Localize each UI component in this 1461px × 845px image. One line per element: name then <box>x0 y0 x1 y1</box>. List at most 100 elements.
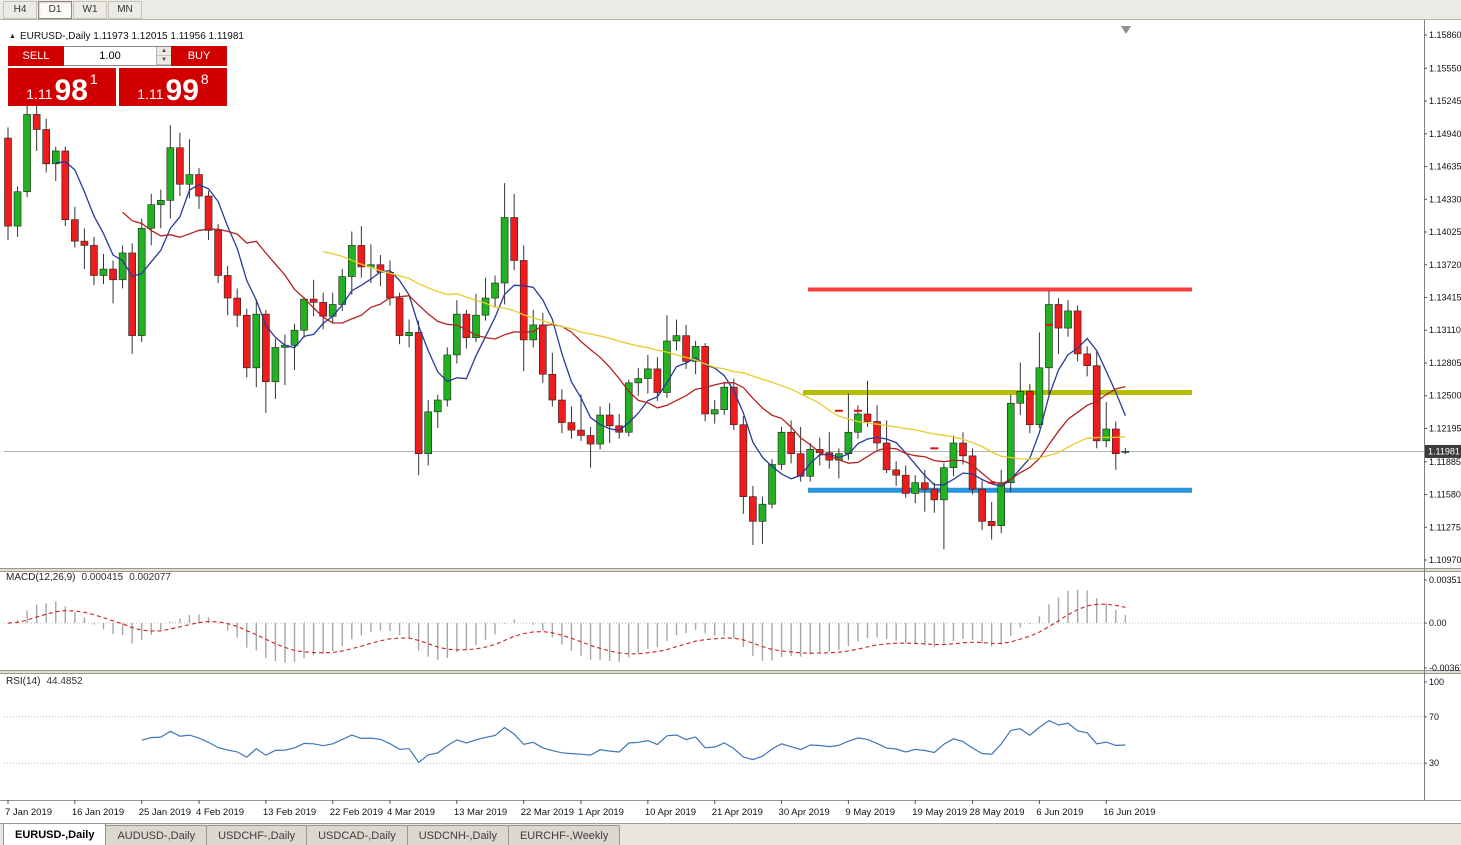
macd-signal-line <box>7 603 1126 655</box>
time-axis[interactable]: 7 Jan 2019 16 Jan 2019 25 Jan 2019 4 Feb 20… <box>5 800 1156 818</box>
candle-up <box>1064 310 1072 329</box>
macd-label: MACD(12,26,9) 0.000415 0.002077 <box>6 572 171 583</box>
candle-up <box>252 313 261 369</box>
price-tick-label: 1.14635 <box>1429 162 1461 172</box>
candle-up <box>997 482 1006 526</box>
price-tick-label: 1.11580 <box>1429 490 1461 500</box>
candle-down <box>863 413 872 422</box>
candle-up <box>185 174 194 185</box>
date-label: 13 Mar 2019 <box>454 807 507 818</box>
timeframe-button-d1[interactable]: D1 <box>38 0 72 19</box>
candle-down <box>223 275 232 299</box>
date-label: 16 Jun 2019 <box>1103 807 1155 818</box>
candle-down <box>930 488 939 501</box>
candle-down <box>882 442 891 471</box>
buy-price-big: 99 <box>165 73 199 107</box>
chart-tab-usdcad-daily[interactable]: USDCAD-,Daily <box>306 825 408 845</box>
ma-line-13 <box>122 211 1126 486</box>
date-label: 6 Jun 2019 <box>1036 807 1083 818</box>
candle-up <box>99 268 108 276</box>
chart-tab-usdcnh-daily[interactable]: USDCNH-,Daily <box>406 825 509 845</box>
candle-down <box>309 298 318 303</box>
panel-separator[interactable] <box>0 670 1461 674</box>
date-label: 7 Jan 2019 <box>5 807 52 818</box>
oneclick-collapse-icon[interactable]: ▲ <box>9 33 16 40</box>
chart-canvas[interactable]: 1.15860 1.15550 1.15245 1.14940 1.14635 1.143… <box>0 20 1461 823</box>
date-label: 4 Mar 2019 <box>387 807 435 818</box>
candle-up <box>51 150 60 165</box>
candle-down <box>357 245 366 268</box>
candle-down <box>978 488 986 522</box>
candle-down <box>109 268 117 281</box>
candle-down <box>796 453 805 477</box>
candle-up <box>624 382 633 433</box>
candle-down <box>739 424 748 497</box>
rsi-name: RSI(14) <box>6 676 41 687</box>
macd-value-main: 0.000415 <box>81 572 124 583</box>
candle-down <box>414 332 423 455</box>
chart-tab-eurchf-weekly[interactable]: EURCHF-,Weekly <box>507 825 621 845</box>
candle-down <box>1112 428 1120 455</box>
rsi-tick-label: 30 <box>1429 758 1439 768</box>
macd-value-signal: 0.002077 <box>129 572 171 583</box>
price-axis[interactable]: 1.15860 1.15550 1.15245 1.14940 1.14635 1.143… <box>1424 30 1461 565</box>
candle-up <box>147 204 156 229</box>
timeframe-button-mn[interactable]: MN <box>108 0 142 19</box>
candle-down <box>519 260 528 341</box>
candle-down <box>729 386 738 426</box>
panel-separator[interactable] <box>0 568 1461 572</box>
candle-up <box>472 314 480 339</box>
candle-up <box>911 482 920 494</box>
candle-down <box>653 368 662 393</box>
price-tick-label: 1.14025 <box>1429 227 1461 237</box>
timeframe-button-w1[interactable]: W1 <box>73 0 107 19</box>
candle-up <box>481 297 490 316</box>
chart-title: ▲ EURUSD-,Daily 1.11973 1.12015 1.11956 … <box>9 31 244 42</box>
chart-title-text: EURUSD-,Daily 1.11973 1.12015 1.11956 1.… <box>19 31 244 42</box>
candle-up <box>1035 367 1044 426</box>
candle-up <box>596 414 604 445</box>
candle-up <box>491 282 499 299</box>
candle-up <box>1006 402 1015 483</box>
candles-layer <box>4 103 1130 550</box>
candle-down <box>968 455 977 490</box>
sell-price-button[interactable]: 1.11 98 1 <box>8 68 116 106</box>
candle-up <box>271 347 280 383</box>
candle-down <box>128 252 136 336</box>
sell-button[interactable]: SELL <box>8 46 64 66</box>
volume-input[interactable] <box>64 47 156 65</box>
candle-down <box>4 137 12 227</box>
candle-down <box>32 114 41 130</box>
candle-up <box>1121 451 1130 453</box>
chart-tab-usdchf-daily[interactable]: USDCHF-,Daily <box>206 825 308 845</box>
candle-down <box>987 521 996 526</box>
candle-down <box>558 399 566 423</box>
buy-price-button[interactable]: 1.11 99 8 <box>119 68 227 106</box>
candle-down <box>615 425 624 433</box>
date-label: 22 Feb 2019 <box>330 807 383 818</box>
current-price-tag-text: 1.11981 <box>1428 446 1460 456</box>
candle-down <box>586 435 595 445</box>
candle-down <box>510 217 518 261</box>
candle-down <box>749 496 757 522</box>
volume-up-icon[interactable]: ▲ <box>157 47 171 56</box>
candle-down <box>242 314 251 369</box>
timeframe-button-h4[interactable]: H4 <box>3 0 37 19</box>
volume-down-icon[interactable]: ▼ <box>157 56 171 65</box>
candle-down <box>233 297 241 316</box>
candle-up <box>137 227 146 336</box>
candle-down <box>682 335 690 362</box>
candle-up <box>710 409 719 415</box>
chart-shift-marker-icon[interactable] <box>1121 26 1131 34</box>
candle-up <box>672 335 681 342</box>
price-tick-label: 1.13720 <box>1429 260 1461 270</box>
chart-tab-audusd-daily[interactable]: AUDUSD-,Daily <box>105 825 208 845</box>
buy-button[interactable]: BUY <box>171 46 227 66</box>
price-tick-label: 1.12195 <box>1429 423 1461 433</box>
candle-down <box>1054 304 1063 329</box>
price-tick-label: 1.13415 <box>1429 293 1461 303</box>
candle-up <box>443 354 452 401</box>
candle-down <box>1083 353 1091 366</box>
chart-tab-eurusd-daily[interactable]: EURUSD-,Daily <box>3 823 107 845</box>
